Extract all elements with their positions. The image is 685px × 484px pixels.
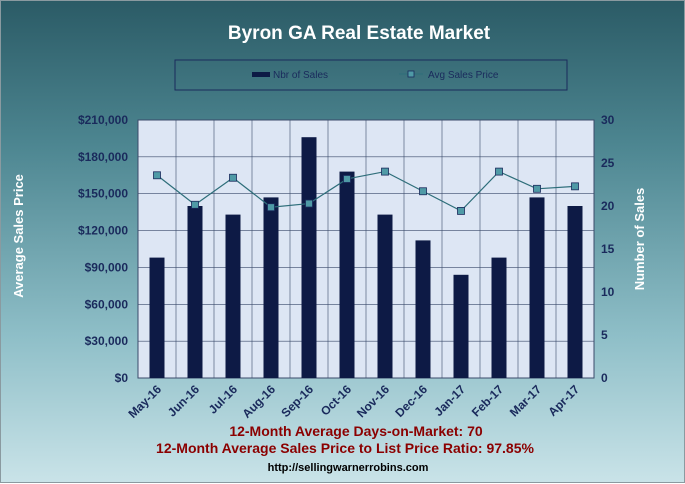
x-axis: May-16 Jun-16 Jul-16 Aug-16 Sep-16 Oct-16 Nov-… (125, 382, 582, 421)
price-marker (533, 184, 541, 193)
price-ratio-note: 12-Month Average Sales Price to List Pri… (156, 440, 534, 456)
legend-label-line: Avg Sales Price (428, 70, 499, 81)
legend-box (174, 59, 568, 91)
bar (149, 257, 165, 378)
y-tick-label: $120,000 (78, 224, 128, 238)
y-tick-label: $30,000 (85, 334, 129, 348)
y-tick-label: $210,000 (78, 113, 128, 127)
legend-swatch-marker (407, 70, 415, 78)
x-tick-label: Jun-16 (165, 382, 202, 419)
y2-tick-label: 5 (601, 328, 608, 342)
price-marker (343, 175, 351, 183)
y-tick-label: $60,000 (85, 297, 129, 311)
x-tick-label: Dec-16 (392, 382, 430, 420)
bar (415, 240, 431, 378)
price-marker (229, 173, 237, 182)
bar (529, 197, 545, 378)
y2-tick-label: 20 (601, 199, 615, 213)
x-tick-label: May-16 (125, 382, 164, 421)
price-marker (305, 199, 313, 208)
x-tick-label: Nov-16 (354, 382, 392, 420)
y-tick-label: $150,000 (78, 187, 128, 201)
x-tick-label: Aug-16 (239, 382, 278, 421)
y-tick-label: $90,000 (85, 260, 129, 274)
y-axis-right: 0 5 10 15 20 25 30 (601, 113, 615, 385)
legend-swatch-bars (252, 72, 270, 77)
price-marker (495, 167, 503, 176)
y-tick-label: $180,000 (78, 150, 128, 164)
y2-tick-label: 25 (601, 156, 615, 170)
x-tick-label: Jul-16 (206, 382, 241, 417)
price-marker (267, 203, 275, 212)
y2-tick-label: 0 (601, 371, 608, 385)
price-marker (571, 182, 579, 191)
bar (339, 171, 355, 378)
bar (225, 214, 241, 378)
legend-label-bars: Nbr of Sales (273, 70, 328, 81)
y-tick-label: $0 (115, 371, 129, 385)
days-on-market-note: 12-Month Average Days-on-Market: 70 (229, 423, 483, 439)
y-axis-left: $0 $30,000 $60,000 $90,000 $120,000 $150,000 $… (78, 113, 128, 385)
price-marker (153, 171, 161, 180)
bar (567, 206, 583, 378)
bar (377, 214, 393, 378)
grid (138, 120, 594, 378)
bars (149, 137, 583, 378)
y2-tick-label: 10 (601, 285, 615, 299)
y2-tick-label: 30 (601, 113, 615, 127)
bar (301, 137, 317, 378)
price-line (153, 167, 579, 215)
x-tick-label: Sep-16 (278, 382, 316, 420)
y-axis-title: Average Sales Price (11, 174, 26, 298)
price-marker (419, 187, 427, 196)
bar (491, 257, 507, 378)
x-tick-label: Mar-17 (507, 382, 544, 419)
price-line-path (156, 170, 576, 212)
price-marker (381, 167, 389, 176)
y2-axis-title: Number of Sales (632, 188, 647, 291)
chart-title: Byron GA Real Estate Market (228, 23, 491, 44)
legend: Nbr of Sales Avg Sales Price (174, 59, 568, 91)
bar (187, 206, 203, 378)
price-marker (191, 200, 199, 209)
x-tick-label: Feb-17 (469, 382, 506, 419)
price-marker (457, 207, 465, 215)
x-tick-label: Apr-17 (545, 382, 582, 419)
x-tick-label: Oct-16 (318, 382, 355, 419)
bar (263, 197, 279, 378)
website-url[interactable]: http://sellingwarnerrobins.com (268, 462, 429, 474)
y2-tick-label: 15 (601, 242, 615, 256)
bar (453, 274, 469, 378)
x-tick-label: Jan-17 (431, 382, 468, 419)
